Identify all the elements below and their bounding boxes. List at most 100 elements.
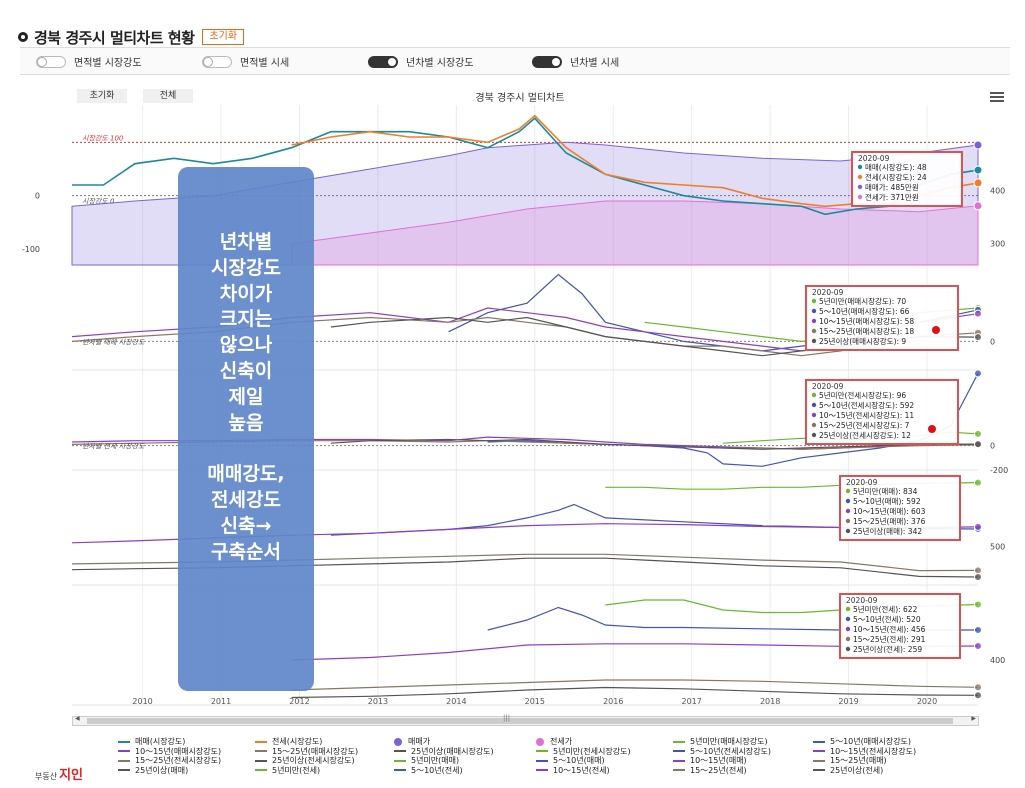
tooltip-line: 5～10년(매매시장강도): 66 — [819, 306, 910, 316]
logo-main-text: 지인 — [59, 764, 83, 783]
legend-item[interactable]: 5년미만(매매) — [394, 755, 459, 766]
header-reset-button[interactable]: 초기화 — [202, 29, 245, 45]
tooltip-dot — [811, 298, 817, 304]
highlight-dot — [928, 425, 936, 433]
tooltip-dot — [857, 164, 863, 170]
legend-item[interactable]: 10～15년(매매) — [673, 755, 747, 766]
highlight-dot — [932, 326, 940, 334]
tooltip-dot — [845, 508, 851, 514]
tooltip-dot — [811, 308, 817, 314]
legend-item[interactable]: 5년미만(전세시장강도) — [536, 746, 631, 757]
legend-item[interactable]: 전세(시장강도) — [255, 736, 322, 747]
toggle-age-price[interactable]: 년차별 시세 — [532, 54, 619, 69]
legend-item[interactable]: 5～10년(전세) — [394, 765, 463, 776]
tooltip-line: 5년미만(매매시장강도): 70 — [819, 296, 906, 306]
overlay-text-line: 크지는 — [219, 308, 273, 331]
scroll-left-arrow-icon[interactable]: ◀ — [75, 715, 80, 722]
legend-label: 5～10년(전세) — [411, 765, 463, 775]
legend-line-icon — [255, 750, 267, 752]
legend-item[interactable]: 5～10년(매매) — [536, 755, 605, 766]
tooltip-line: 10～15년(매매시장강도): 58 — [819, 316, 914, 326]
legend-label: 5년미만(전세시장강도) — [553, 746, 631, 756]
x-tick-label: 2020 — [917, 697, 937, 706]
legend-item[interactable]: 5년미만(전세) — [255, 765, 320, 776]
overlay-text-line: 구축순서 — [211, 540, 281, 563]
legend-line-icon — [813, 740, 825, 743]
legend-circle-icon — [394, 737, 402, 746]
x-tick-label: 2010 — [132, 697, 152, 706]
end-marker — [974, 572, 982, 581]
toggle-switch-icon[interactable] — [368, 55, 398, 68]
legend-item[interactable]: 5년미만(매매시장강도) — [673, 736, 768, 747]
tooltip-dot — [811, 318, 817, 324]
legend-label: 25년이상(전세시장강도) — [272, 756, 355, 765]
right-axis-label: 400 — [990, 186, 1005, 195]
overlay-text-line: 차이가 — [219, 282, 273, 305]
legend-item[interactable]: 10～15년(전세) — [536, 765, 610, 776]
tooltip-line: 5～10년(전세): 520 — [853, 614, 921, 624]
left-axis-label: -100 — [22, 245, 40, 254]
legend-label: 25년이상(매매) — [135, 765, 189, 775]
tooltip-title: 2020-09 — [846, 478, 878, 487]
legend-item[interactable]: 25년이상(매매시장강도) — [394, 746, 494, 757]
chart-all-button[interactable]: 전체 — [143, 89, 193, 103]
overlay-text-line: 신축→ — [220, 514, 272, 537]
legend-circle-icon — [536, 737, 544, 746]
tooltip-title: 2020-09 — [858, 154, 890, 163]
tooltip-dot — [845, 528, 851, 534]
legend-label: 10～15년(매매) — [690, 756, 747, 765]
overlay-text-line: 년차별 — [219, 231, 273, 253]
toggle-label: 면적별 시장강도 — [74, 58, 142, 69]
legend-line-icon — [813, 759, 825, 762]
legend-label: 25년이상(전세) — [830, 765, 884, 775]
legend-line-icon — [394, 769, 406, 771]
legend-label: 5～10년(매매) — [553, 756, 605, 765]
hamburger-menu-icon[interactable] — [990, 92, 1004, 104]
tooltip-title: 2020-09 — [812, 288, 844, 297]
toggle-switch-icon[interactable] — [532, 55, 562, 68]
end-marker — [974, 478, 982, 487]
radio-dot-icon — [18, 32, 28, 42]
chart-reset-button[interactable]: 초기화 — [77, 89, 127, 103]
end-marker — [973, 178, 983, 188]
end-marker — [974, 600, 982, 609]
tooltip-line: 15～25년(전세): 291 — [853, 634, 926, 644]
legend-item[interactable]: 25년이상(전세) — [813, 765, 883, 776]
series-line — [291, 679, 979, 691]
legend-item[interactable]: 10～15년(전세시장강도) — [813, 746, 916, 757]
legend-item[interactable]: 전세가 — [536, 736, 572, 747]
toggle-switch-icon[interactable] — [36, 55, 66, 68]
legend-item[interactable]: 25년이상(전세시장강도) — [255, 755, 355, 766]
legend-label: 5년미만(매매시장강도) — [690, 737, 768, 746]
legend-item[interactable]: 25년이상(매매) — [118, 765, 188, 776]
legend-item[interactable]: 15～25년(매매) — [813, 755, 887, 766]
legend-line-icon — [813, 769, 825, 771]
toggle-switch-icon[interactable] — [202, 55, 232, 68]
toggle-area-price[interactable]: 면적별 시세 — [202, 54, 289, 69]
scroll-right-arrow-icon[interactable]: ▶ — [971, 715, 976, 722]
legend-line-icon — [255, 759, 267, 762]
toggle-age-strength[interactable]: 년차별 시장강도 — [368, 54, 474, 69]
legend-item[interactable]: 매매(시장강도) — [118, 736, 185, 747]
legend-item[interactable]: 15～25년(전세) — [673, 765, 747, 776]
x-tick-label: 2012 — [289, 697, 309, 706]
x-tick-label: 2013 — [368, 697, 388, 706]
tooltip-line: 25년이상(매매): 342 — [853, 526, 922, 536]
legend-item[interactable]: 15～25년(매매시장강도) — [255, 746, 358, 757]
tooltip-dot — [811, 412, 817, 418]
legend-item[interactable]: 5～10년(전세시장강도) — [673, 746, 771, 757]
scrollbar-thumb[interactable] — [87, 718, 953, 724]
tooltip-dot — [845, 646, 851, 652]
page-header: 경북 경주시 멀티차트 현황 초기화 — [18, 26, 245, 48]
chart-scrollbar[interactable]: ◀ ||| ▶ — [72, 714, 979, 726]
multi-chart: 2010 2011 2012 2013 2014 2015 2016 2017 2018 2019… — [22, 105, 1008, 706]
legend-item[interactable]: 매매가 — [394, 736, 430, 747]
x-tick-label: 2016 — [603, 697, 623, 706]
toggle-area-strength[interactable]: 면적별 시장강도 — [36, 54, 142, 69]
tooltip-dot — [811, 422, 817, 428]
legend-item[interactable]: 10～15년(매매시장강도) — [118, 746, 221, 757]
legend-line-icon — [673, 759, 685, 762]
legend-item[interactable]: 5～10년(매매시장강도) — [813, 736, 911, 747]
logo-small-text: 부동산 — [35, 772, 58, 781]
legend-item[interactable]: 15～25년(전세시장강도) — [118, 755, 221, 766]
